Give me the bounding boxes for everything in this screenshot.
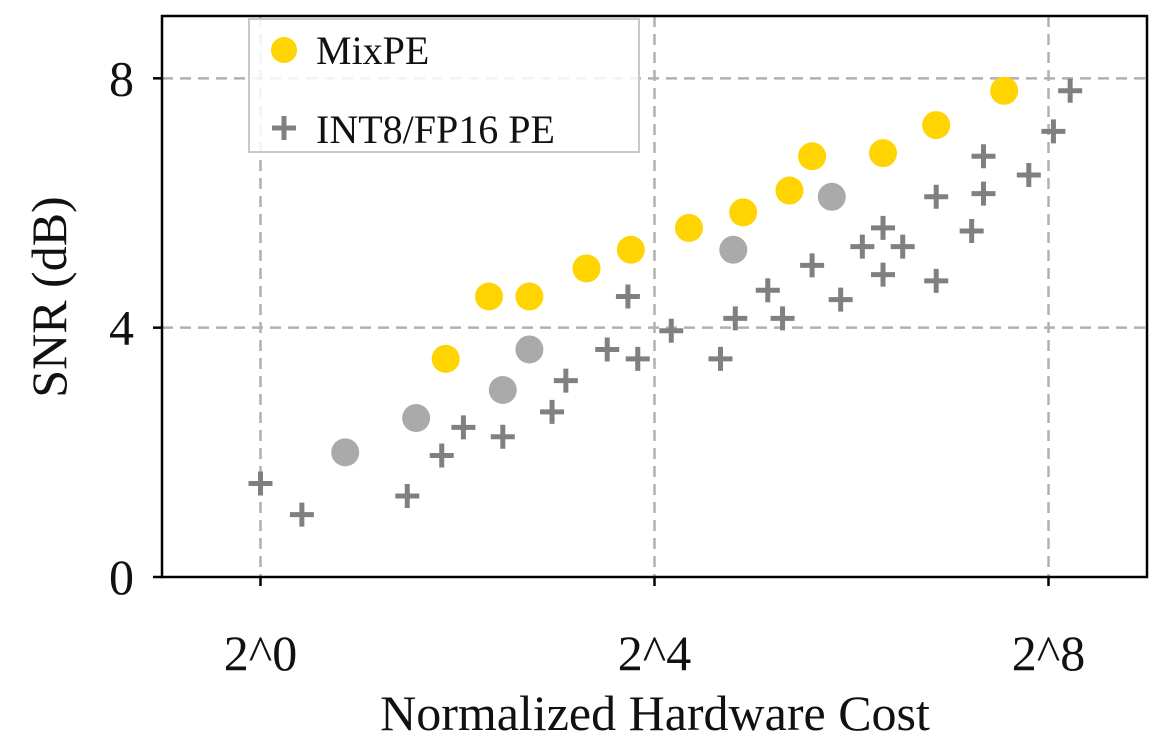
data-point-circle: [515, 282, 544, 311]
data-point-circle: [674, 213, 703, 242]
data-point-plus: [871, 262, 896, 287]
y-tick-label: 4: [109, 300, 134, 356]
data-point-circle: [869, 139, 898, 168]
axis-ticks: 2^0 2^4 2^8 0 4 8: [109, 50, 1085, 681]
data-point-plus: [451, 415, 476, 440]
data-point-plus: [924, 268, 949, 293]
data-point-circle: [331, 438, 360, 467]
data-point-plus: [553, 368, 578, 393]
data-point-plus: [890, 234, 915, 259]
x-axis-label: Normalized Hardware Cost: [380, 685, 930, 739]
data-point-plus: [1058, 78, 1083, 103]
data-points: [248, 76, 1083, 527]
legend-label-mixpe: MixPE: [316, 28, 429, 73]
data-point-circle: [719, 235, 748, 264]
data-point-circle: [572, 254, 601, 283]
legend-marker-mixpe: [271, 37, 297, 63]
y-tick-label: 0: [109, 549, 134, 605]
data-point-circle: [488, 376, 517, 404]
data-point-plus: [708, 346, 733, 371]
data-point-circle: [616, 235, 645, 264]
data-point-plus: [595, 337, 620, 362]
data-point-plus: [959, 219, 984, 244]
data-point-plus: [540, 399, 565, 424]
legend-label-int8: INT8/FP16 PE: [316, 107, 555, 152]
data-point-plus: [924, 184, 949, 209]
data-point-circle: [817, 182, 846, 211]
data-point-circle: [431, 344, 460, 373]
data-point-plus: [248, 471, 273, 496]
data-point-circle: [729, 198, 758, 227]
data-point-plus: [615, 284, 640, 309]
data-point-circle: [798, 142, 827, 171]
data-point-plus: [429, 443, 454, 468]
data-point-plus: [625, 346, 650, 371]
y-tick-label: 8: [109, 50, 134, 106]
data-point-plus: [723, 306, 748, 331]
y-axis-label: SNR (dB): [21, 196, 77, 397]
x-tick-label: 2^4: [618, 625, 691, 681]
data-point-plus: [770, 306, 795, 331]
x-tick-label: 2^0: [224, 625, 297, 681]
data-point-plus: [755, 278, 780, 303]
data-point-plus: [1016, 162, 1041, 187]
data-point-plus: [850, 234, 875, 259]
data-point-circle: [402, 404, 431, 433]
data-point-plus: [871, 215, 896, 240]
data-point-circle: [775, 176, 804, 205]
data-point-circle: [475, 282, 504, 311]
data-point-plus: [490, 424, 515, 449]
data-point-plus: [1041, 119, 1066, 144]
data-point-plus: [659, 318, 684, 343]
data-point-plus: [289, 502, 314, 527]
x-tick-label: 2^8: [1012, 625, 1085, 681]
data-point-plus: [828, 287, 853, 312]
legend-box: [248, 18, 640, 153]
data-point-plus: [395, 483, 420, 508]
data-point-plus: [971, 144, 996, 169]
data-point-plus: [800, 253, 825, 278]
data-point-circle: [515, 335, 544, 364]
data-point-circle: [990, 76, 1019, 105]
data-point-plus: [971, 181, 996, 206]
legend: MixPE INT8/FP16 PE: [248, 18, 640, 153]
data-point-circle: [922, 111, 951, 140]
legend-marker-int8: [272, 116, 296, 140]
